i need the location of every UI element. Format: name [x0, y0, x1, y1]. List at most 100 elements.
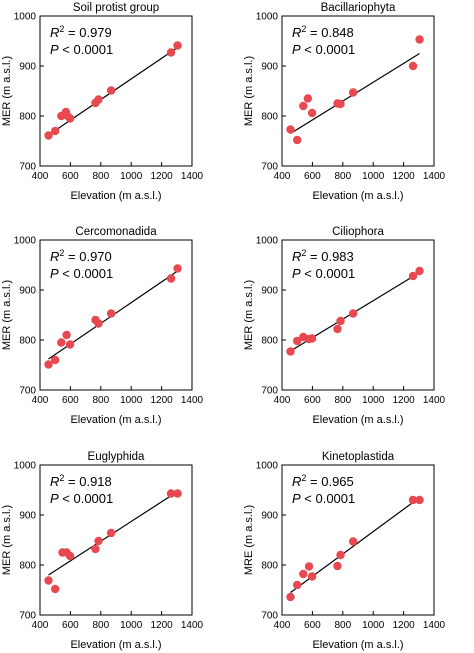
data-point [336, 99, 345, 109]
x-tick-label: 1200 [150, 395, 173, 406]
x-tick-label: 1000 [120, 620, 143, 631]
data-point [408, 271, 418, 281]
y-axis-label: MER (m a.s.l.) [243, 56, 255, 126]
y-tick-label: 900 [19, 511, 36, 522]
data-point [94, 95, 103, 104]
y-tick-label: 900 [19, 286, 36, 297]
chart-panel-1: Soil protist group 400 600 800 1000 1200 1400 7… [1, 2, 204, 202]
x-tick-label: 800 [92, 171, 109, 182]
data-point [303, 94, 313, 103]
x-tick-label: 1400 [423, 395, 446, 406]
x-tick-label: 600 [62, 620, 79, 631]
data-point [44, 131, 53, 140]
plot-frame [281, 15, 435, 167]
data-point [333, 561, 342, 571]
data-point [286, 592, 295, 602]
x-tick-label: 1400 [423, 171, 446, 182]
data-point [173, 41, 182, 50]
data-point [286, 125, 295, 134]
data-point [65, 340, 75, 349]
y-tick-label: 1000 [256, 461, 279, 472]
x-tick-label: 1000 [120, 171, 143, 182]
data-point [91, 544, 100, 554]
x-tick-label: 400 [32, 620, 49, 631]
x-tick-label: 1000 [362, 395, 385, 406]
y-tick-label: 800 [19, 112, 36, 123]
plot-frame [39, 464, 193, 616]
data-point [348, 537, 358, 546]
r-squared-annotation: R2 = 0.983 [292, 248, 354, 264]
data-point [94, 536, 103, 546]
x-tick-label: 1400 [181, 395, 204, 406]
data-point [51, 584, 60, 594]
p-value-annotation: P < 0.0001 [292, 491, 355, 506]
data-point [166, 489, 176, 498]
data-point [348, 88, 358, 97]
x-tick-label: 1400 [181, 620, 204, 631]
x-tick-label: 1200 [392, 171, 415, 182]
y-axis-label: MER (m a.s.l.) [1, 280, 13, 350]
y-tick-label: 1000 [14, 461, 37, 472]
x-tick-label: 1400 [423, 620, 446, 631]
data-point [173, 489, 182, 498]
data-point [293, 336, 302, 346]
x-axis-label: Elevation (m a.s.l.) [70, 639, 161, 651]
chart-title: Euglyphida [88, 451, 146, 463]
x-tick-label: 800 [92, 395, 109, 406]
r-squared-annotation: R2 = 0.965 [292, 473, 354, 489]
data-point [336, 550, 345, 560]
y-tick-label: 900 [261, 511, 278, 522]
p-value-annotation: P < 0.0001 [292, 266, 355, 281]
data-point [408, 495, 418, 505]
y-tick-label: 700 [261, 162, 278, 173]
chart-panel-2: Bacillariophyta 400 600 800 1000 1200 1400 700 8… [243, 2, 446, 202]
x-tick-label: 1400 [181, 171, 204, 182]
x-tick-label: 400 [274, 620, 291, 631]
data-point [307, 334, 317, 343]
data-point [299, 101, 308, 111]
r-squared-annotation: R2 = 0.848 [292, 24, 354, 40]
data-point [166, 274, 176, 283]
x-axis-label: Elevation (m a.s.l.) [312, 414, 403, 426]
y-tick-label: 700 [261, 611, 278, 622]
r-squared-annotation: R2 = 0.918 [50, 473, 112, 489]
chart-panel-5: Euglyphida 400 600 800 1000 1200 1400 700 800 900… [1, 451, 204, 651]
x-tick-label: 800 [334, 620, 351, 631]
y-tick-label: 800 [261, 561, 278, 572]
chart-title: Cercomonadida [75, 226, 157, 238]
data-point [57, 338, 66, 347]
x-axis-label: Elevation (m a.s.l.) [312, 190, 403, 202]
r-squared-annotation: R2 = 0.970 [50, 248, 112, 264]
y-tick-label: 1000 [256, 12, 279, 23]
p-value-annotation: P < 0.0001 [292, 42, 355, 57]
p-value-annotation: P < 0.0001 [50, 42, 113, 57]
x-tick-label: 600 [304, 395, 321, 406]
y-tick-label: 800 [19, 561, 36, 572]
x-tick-label: 600 [304, 171, 321, 182]
data-point [293, 580, 302, 590]
y-axis-label: MER (m a.s.l.) [243, 280, 255, 350]
data-point [65, 551, 75, 561]
chart-title: Bacillariophyta [321, 2, 396, 14]
data-point [166, 48, 176, 57]
plot-frame [281, 464, 435, 616]
y-tick-label: 1000 [14, 236, 37, 247]
chart-title: Ciliophora [332, 226, 384, 238]
x-tick-label: 600 [62, 395, 79, 406]
p-value-annotation: P < 0.0001 [50, 491, 113, 506]
y-tick-label: 800 [261, 336, 278, 347]
data-point [65, 114, 75, 123]
data-point [44, 576, 53, 585]
y-tick-label: 900 [261, 62, 278, 73]
data-point [408, 61, 418, 71]
x-tick-label: 1000 [120, 395, 143, 406]
data-point [307, 108, 317, 118]
x-tick-label: 1200 [392, 395, 415, 406]
data-point [173, 264, 182, 273]
data-point [286, 347, 295, 356]
data-point [51, 355, 60, 365]
y-tick-label: 800 [19, 336, 36, 347]
y-tick-label: 900 [261, 286, 278, 297]
data-point [307, 572, 317, 581]
r-squared-annotation: R2 = 0.979 [50, 24, 112, 40]
